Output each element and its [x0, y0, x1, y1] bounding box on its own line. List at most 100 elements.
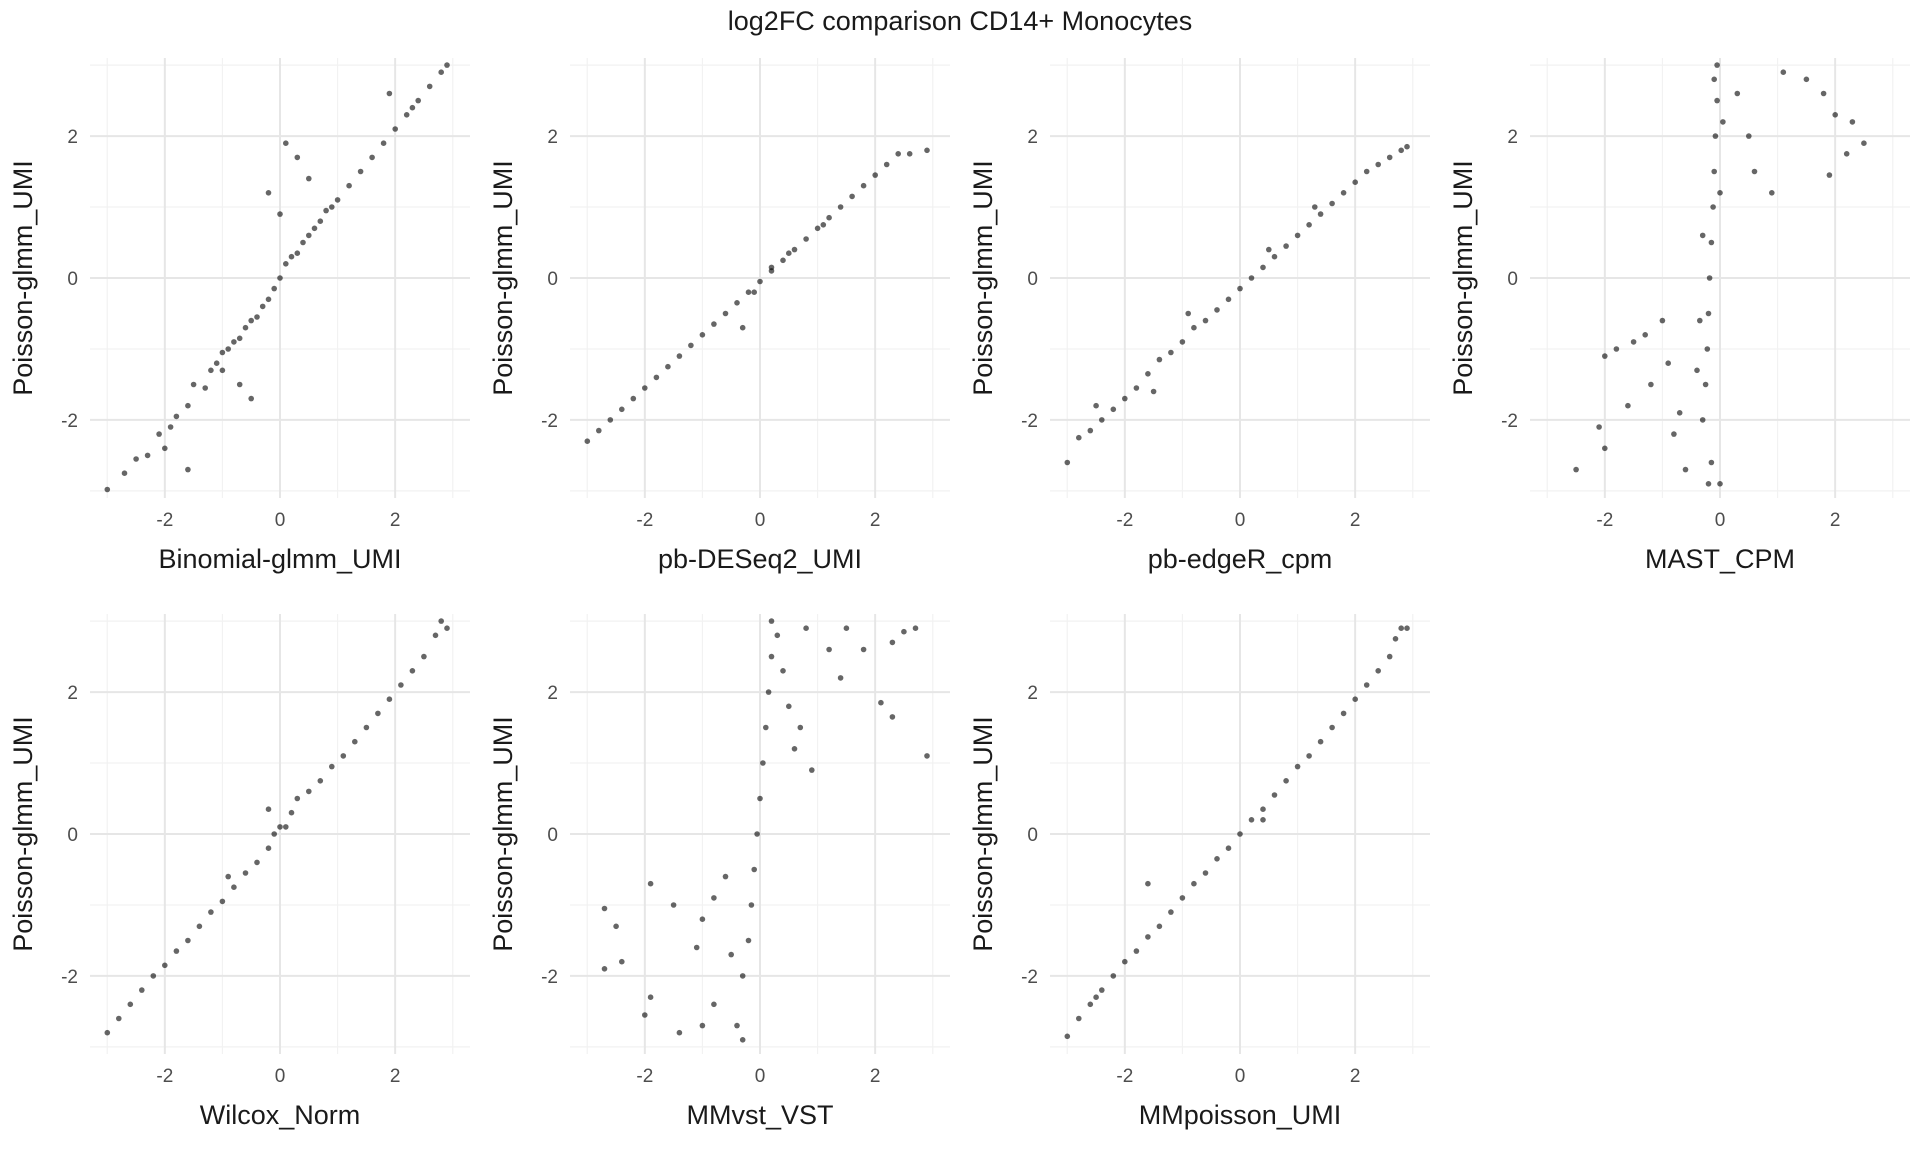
y-tick-label: 0: [547, 269, 558, 290]
data-point: [763, 724, 769, 731]
data-point: [613, 923, 619, 930]
data-point: [386, 696, 393, 702]
data-point: [895, 151, 901, 157]
data-point: [208, 909, 214, 915]
x-axis-title: Wilcox_Norm: [200, 1100, 361, 1130]
data-point: [1110, 406, 1117, 413]
data-point: [1145, 880, 1151, 887]
data-point: [699, 332, 706, 338]
data-point: [1630, 339, 1637, 345]
data-point: [699, 1022, 706, 1029]
data-point: [1150, 388, 1157, 395]
x-axis-title: MMvst_VST: [686, 1100, 833, 1130]
data-point: [196, 923, 203, 930]
scatter-panel-5: -2 0 2 -2 0 2 Wilcox_Norm Poisson-glmm_UMI: [8, 614, 470, 1130]
y-tick-label: -2: [1021, 967, 1038, 988]
data-point: [1248, 275, 1255, 281]
data-point: [1099, 987, 1105, 993]
data-point: [757, 795, 763, 802]
x-tick-label: 2: [390, 1066, 401, 1087]
scatter-panel-3: -2 0 2 -2 0 2 pb-edgeR_cpm Poisson-glmm_UMI: [968, 58, 1430, 574]
data-point: [1179, 895, 1186, 901]
data-point: [380, 140, 387, 146]
data-point: [1317, 738, 1324, 745]
figure-title: log2FC comparison CD14+ Monocytes: [727, 6, 1193, 36]
data-point: [1386, 154, 1393, 161]
data-point: [1225, 296, 1232, 303]
data-point: [300, 239, 306, 246]
data-point: [1306, 222, 1312, 228]
data-point: [139, 987, 145, 993]
data-point: [1711, 76, 1717, 83]
data-point: [306, 788, 312, 795]
data-point: [906, 151, 913, 157]
data-point: [768, 264, 775, 271]
data-point: [1697, 317, 1703, 324]
data-point: [1214, 856, 1220, 862]
data-point: [1704, 346, 1711, 352]
data-point: [271, 285, 278, 292]
data-point: [676, 1029, 683, 1036]
data-point: [1861, 140, 1867, 146]
data-point: [693, 944, 700, 951]
data-point: [1832, 112, 1838, 118]
data-point: [369, 154, 375, 161]
y-tick-label: 0: [67, 825, 78, 846]
x-axis-title: MAST_CPM: [1645, 544, 1795, 574]
data-point: [219, 367, 226, 374]
data-point: [144, 452, 151, 459]
x-tick-label: 0: [755, 1066, 766, 1087]
y-tick-label: 2: [547, 127, 558, 148]
data-point: [1659, 317, 1666, 324]
data-point: [1363, 168, 1370, 175]
data-point: [277, 211, 283, 217]
data-point: [185, 937, 191, 944]
x-axis-title: Binomial-glmm_UMI: [158, 544, 401, 574]
data-point: [1404, 143, 1410, 150]
data-point: [1849, 119, 1856, 125]
y-tick-label: 2: [1027, 127, 1038, 148]
data-point: [357, 168, 364, 175]
x-tick-label: 2: [1350, 510, 1361, 531]
data-point: [791, 246, 798, 253]
x-tick-label: 2: [1830, 510, 1841, 531]
data-point: [751, 289, 757, 296]
data-point: [1596, 424, 1602, 430]
data-point: [398, 682, 404, 688]
data-point: [190, 381, 197, 388]
data-point: [1329, 724, 1335, 731]
data-point: [584, 438, 591, 445]
data-point: [1352, 696, 1358, 702]
scatter-panel-2: -2 0 2 -2 0 2 pb-DESeq2_UMI Poisson-glmm_UMI: [488, 58, 950, 574]
data-point: [849, 193, 855, 200]
data-point: [1699, 232, 1706, 239]
data-point: [601, 905, 608, 912]
data-point: [265, 296, 272, 303]
data-point: [837, 675, 844, 681]
x-tick-label: -2: [1596, 510, 1613, 531]
data-point: [265, 806, 272, 812]
data-point: [1260, 806, 1266, 812]
data-point: [607, 417, 614, 423]
data-point: [774, 632, 781, 639]
data-point: [248, 317, 254, 324]
data-point: [791, 746, 798, 752]
data-point: [254, 859, 260, 866]
data-point: [826, 214, 832, 221]
data-point: [1717, 481, 1723, 487]
data-point: [1705, 310, 1712, 317]
data-point: [754, 831, 760, 837]
data-point: [1665, 360, 1671, 367]
data-point: [317, 218, 324, 224]
data-point: [780, 668, 786, 674]
data-point: [745, 937, 752, 944]
data-point: [883, 161, 890, 168]
data-point: [403, 112, 410, 118]
y-tick-label: 2: [1507, 127, 1518, 148]
data-point: [797, 724, 804, 731]
y-tick-label: 0: [1027, 825, 1038, 846]
data-point: [265, 845, 272, 851]
data-point: [1734, 90, 1741, 97]
data-point: [1392, 636, 1399, 642]
